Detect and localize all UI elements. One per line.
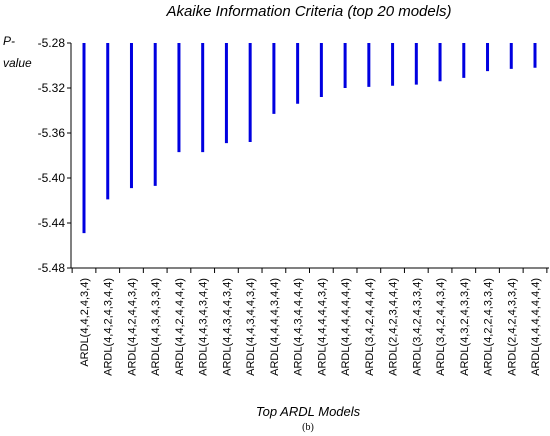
y-tick-label: -5.48 — [38, 261, 66, 275]
bar — [201, 43, 205, 153]
x-tick-label: ARDL(4,4,2,4,3,4,4) — [103, 278, 115, 376]
y-tick-label: -5.44 — [38, 216, 66, 230]
x-tick-label: ARDL(4,4,4,4,4,4,4) — [530, 278, 542, 376]
x-tick-label: ARDL(2,4,2,4,3,3,4) — [506, 278, 518, 376]
x-tick-label: ARDL(4,4,4,4,3,4,4) — [269, 278, 281, 376]
y-axis-label-line1: P- — [3, 34, 15, 48]
y-axis-ticks: -5.28 -5.32 -5.36 -5.40 -5.44 -5.48 — [38, 36, 71, 275]
bar — [438, 43, 442, 82]
bar — [153, 43, 157, 186]
bar — [296, 43, 300, 104]
bar — [82, 43, 86, 234]
x-axis-ticks: ARDL(4,4,2,4,3,4) ARDL(4,4,2,4,3,4,4) ARDL… — [71, 268, 548, 376]
y-tick-label: -5.28 — [38, 36, 66, 50]
bar — [391, 43, 395, 86]
bar — [177, 43, 181, 153]
y-tick-label: -5.40 — [38, 171, 66, 185]
bar — [367, 43, 371, 87]
x-tick-label: ARDL(4,4,2,4,3,4) — [79, 278, 91, 367]
x-tick-label: ARDL(4,4,3,4,3,3,4) — [150, 278, 162, 376]
bar — [533, 43, 537, 68]
bar — [106, 43, 110, 200]
bar — [224, 43, 228, 144]
bar — [129, 43, 133, 189]
bar — [462, 43, 466, 78]
x-tick-label: ARDL(4,4,2,4,4,4,4) — [174, 278, 186, 376]
bar — [319, 43, 323, 97]
x-tick-label: ARDL(4,4,3,4,4,4,4) — [293, 278, 305, 376]
figure-caption: (b) — [302, 422, 314, 433]
x-tick-label: ARDL(2,4,2,3,4,4,4) — [388, 278, 400, 376]
x-tick-label: ARDL(4,3,2,4,3,3,4) — [459, 278, 471, 376]
x-tick-label: ARDL(3,4,2,4,4,3,4) — [435, 278, 447, 376]
x-tick-label: ARDL(4,4,2,4,4,3,4) — [126, 278, 138, 376]
x-tick-label: ARDL(3,4,2,4,4,4,4) — [364, 278, 376, 376]
bar — [248, 43, 252, 142]
chart-title: Akaike Information Criteria (top 20 mode… — [165, 3, 451, 20]
x-tick-label: ARDL(4,4,4,4,4,4,4) — [340, 278, 352, 376]
bar — [414, 43, 418, 85]
x-tick-label: ARDL(3,4,2,4,3,3,4) — [411, 278, 423, 376]
bar — [343, 43, 347, 88]
x-tick-label: ARDL(4,4,3,4,3,4,4) — [198, 278, 210, 376]
y-axis-label-line2: value — [3, 56, 32, 70]
x-tick-label: ARDL(4,4,4,4,4,3,4) — [316, 278, 328, 376]
x-tick-label: ARDL(4,2,2,4,3,3,4) — [483, 278, 495, 376]
bar — [509, 43, 513, 69]
x-tick-label: ARDL(4,4,3,4,4,3,4) — [221, 278, 233, 376]
x-tick-label: ARDL(4,4,3,4,4,3,4) — [245, 278, 257, 376]
y-tick-label: -5.36 — [38, 126, 66, 140]
bar — [486, 43, 490, 72]
y-tick-label: -5.32 — [38, 81, 66, 95]
bar — [272, 43, 276, 114]
x-axis-label: Top ARDL Models — [256, 404, 361, 419]
bars — [82, 43, 537, 234]
